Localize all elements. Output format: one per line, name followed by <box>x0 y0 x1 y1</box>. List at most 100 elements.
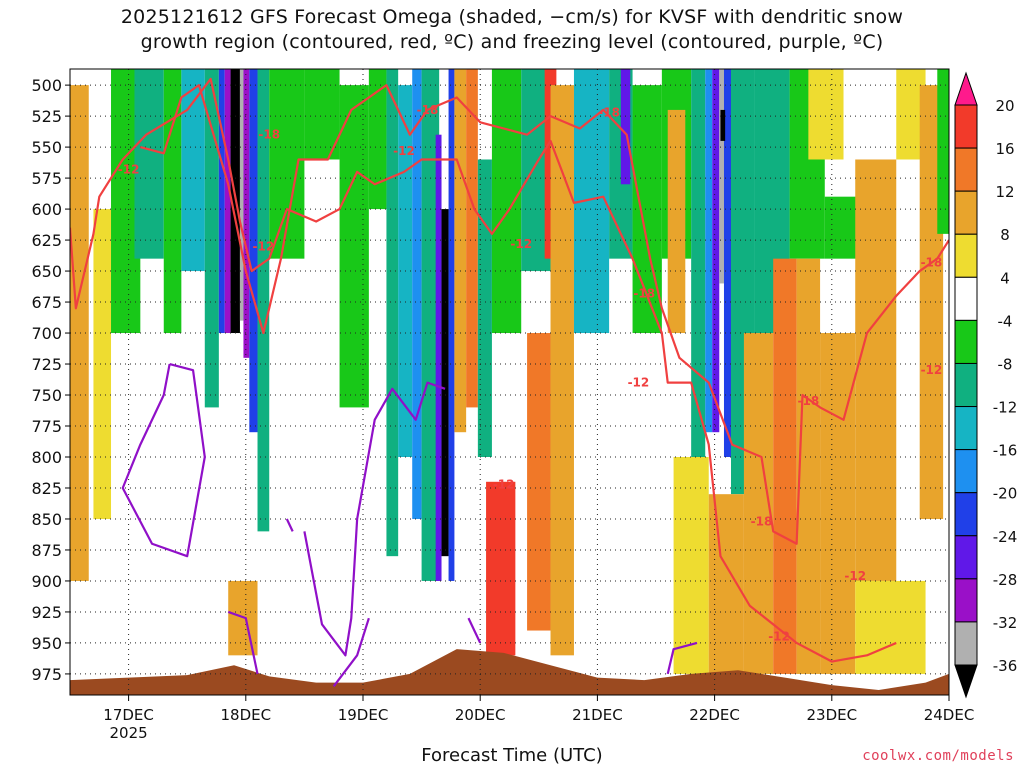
omega-cell <box>527 333 551 631</box>
colorbar-tick-label: 16 <box>995 140 1014 158</box>
x-tick-label: 24DEC <box>924 706 975 724</box>
credit-link[interactable]: coolwx.com/models <box>862 748 1014 764</box>
y-tick-label: 975 <box>31 665 62 684</box>
y-tick-label: 950 <box>31 634 62 653</box>
omega-cell <box>93 209 112 519</box>
omega-cell <box>896 69 926 160</box>
colorbar-tick-label: 20 <box>995 97 1014 115</box>
omega-cell <box>386 69 399 557</box>
omega-cell <box>632 85 662 334</box>
omega-cell <box>521 69 551 272</box>
freezing-level-contour <box>467 617 482 644</box>
omega-cell <box>609 69 633 259</box>
freezing-level-contour <box>227 610 259 675</box>
plot-background <box>70 69 949 695</box>
omega-cell <box>257 69 270 532</box>
omega-cell <box>228 580 258 656</box>
omega-cell <box>712 69 720 433</box>
omega-cell <box>111 69 141 334</box>
colorbar-bin <box>954 233 978 278</box>
omega-cell <box>855 580 926 674</box>
colorbar-tick-label: -24 <box>993 528 1018 546</box>
colorbar-bin <box>954 319 978 364</box>
colorbar-tick-label: -16 <box>993 442 1018 460</box>
y-tick-label: 825 <box>31 479 62 498</box>
freezing-level-contour <box>285 518 294 532</box>
omega-cell <box>773 258 797 674</box>
y-tick-label: 725 <box>31 355 62 374</box>
colorbar-bin <box>954 578 978 623</box>
omega-cell <box>705 69 713 433</box>
y-axis: 500 525 550 575 600 625 650 675 700 725 750 775 800 8… <box>31 76 70 684</box>
omega-cell <box>824 196 884 259</box>
omega-cell <box>454 69 467 433</box>
y-tick-label: 700 <box>31 324 62 343</box>
dgz-contour-label: -12 <box>493 477 515 491</box>
colorbar-tick-label: -20 <box>993 485 1018 503</box>
omega-cell <box>667 109 686 334</box>
colorbar-bin <box>954 147 978 192</box>
contour-labels: -12 -18 -12 -12 -18 -12 -18 -18 -12 -12 -18 -18 -12 -… <box>118 103 943 644</box>
colorbar-bin <box>954 362 978 408</box>
dgz-contour-label: -12 <box>628 376 650 390</box>
colorbar-bottom-arrow <box>954 664 978 699</box>
y-tick-label: 550 <box>31 138 62 157</box>
y-tick-label: 650 <box>31 262 62 281</box>
colorbar-bin <box>954 535 978 580</box>
x-axis-label: Forecast Time (UTC) <box>421 745 603 766</box>
dgz-contour-label: -18 <box>258 128 280 142</box>
omega-cell <box>808 69 844 160</box>
omega-cell <box>491 69 522 334</box>
omega-cell <box>339 85 369 408</box>
colorbar-bin <box>954 190 978 235</box>
omega-cell <box>218 69 225 334</box>
y-tick-label: 750 <box>31 386 62 405</box>
omega-cell <box>70 85 89 581</box>
omega-cell <box>466 69 478 408</box>
colorbar-tick-label: -32 <box>993 614 1018 632</box>
y-tick-label: 525 <box>31 107 62 126</box>
colorbar-tick-label: -8 <box>998 355 1013 373</box>
omega-cell <box>435 134 442 581</box>
colorbar-bin <box>954 621 978 666</box>
dgz-contour-label: -12 <box>393 144 415 158</box>
omega-cell <box>441 209 449 557</box>
colorbar-bin <box>954 406 978 451</box>
omega-cell <box>412 69 422 519</box>
x-tick-sublabel: 2025 <box>110 724 148 742</box>
colorbar: 20 16 12 8 4 -4 -8 -12 -16 -20 -24 -28 -32 -36 <box>954 71 1018 699</box>
y-tick-label: 900 <box>31 572 62 591</box>
omega-cell <box>249 69 258 433</box>
colorbar-tick-label: 8 <box>1000 226 1010 244</box>
omega-cell <box>573 69 610 334</box>
x-tick-label: 17DEC <box>103 706 154 724</box>
dgz-contour-label: -18 <box>633 286 655 300</box>
omega-cell <box>239 69 244 321</box>
colorbar-tick-label: -28 <box>993 571 1018 589</box>
omega-cell <box>181 69 205 272</box>
x-tick-label: 20DEC <box>455 706 506 724</box>
grid <box>70 69 950 695</box>
colorbar-bin <box>954 449 978 494</box>
omega-cell <box>723 69 732 457</box>
x-tick-label: 23DEC <box>807 706 858 724</box>
dgz-contour-label: -18 <box>751 514 773 528</box>
omega-cell <box>754 69 790 334</box>
omega-cell <box>398 85 413 457</box>
dgz-contour-label: -18 <box>598 105 620 119</box>
colorbar-tick-label: -36 <box>993 657 1018 675</box>
freezing-level-contour <box>332 617 370 687</box>
omega-cell <box>719 69 724 284</box>
y-tick-label: 675 <box>31 293 62 312</box>
y-tick-label: 875 <box>31 541 62 560</box>
y-tick-label: 925 <box>31 603 62 622</box>
dgz-contour-label: -12 <box>118 162 140 176</box>
omega-cell <box>368 69 387 210</box>
dgz-contour-label: -18 <box>417 103 439 117</box>
dgz-contour-label: -12 <box>768 630 790 644</box>
freezing-level-contour <box>121 362 206 558</box>
dgz-contour-label: -12 <box>253 239 275 253</box>
omega-cell <box>421 69 440 581</box>
